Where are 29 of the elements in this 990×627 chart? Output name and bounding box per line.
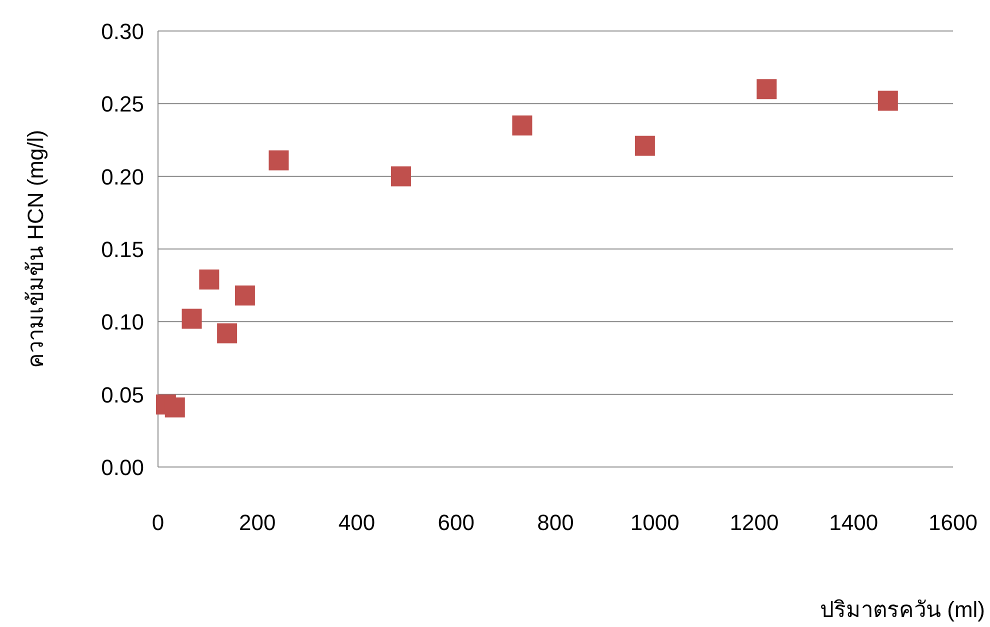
x-tick-label: 600 bbox=[438, 510, 474, 535]
point bbox=[234, 286, 255, 306]
x-axis-title: ปริมาตรควัน (ml) bbox=[820, 597, 985, 622]
y-tick-label: 0.20 bbox=[101, 164, 144, 190]
y-tick-label: 0.05 bbox=[101, 382, 144, 408]
x-tick-label: 800 bbox=[537, 510, 574, 535]
x-tick-label: 1400 bbox=[829, 510, 878, 535]
point bbox=[512, 115, 532, 136]
x-tick-label: 400 bbox=[338, 510, 376, 535]
y-tick-label: 0.15 bbox=[101, 237, 144, 262]
y-tick-label: 0.30 bbox=[101, 19, 144, 44]
y-axis-title: ความเข้มข้น HCN (mg/l) bbox=[23, 130, 48, 368]
x-tick-label: 1000 bbox=[630, 510, 680, 535]
point bbox=[268, 150, 289, 170]
point bbox=[878, 90, 898, 111]
x-tick-label: 1600 bbox=[928, 510, 978, 535]
point bbox=[182, 308, 202, 329]
point bbox=[390, 166, 411, 186]
point bbox=[756, 79, 777, 100]
x-tick-label: 200 bbox=[239, 510, 276, 535]
x-tick-label: 0 bbox=[152, 510, 164, 535]
y-tick-label: 0.00 bbox=[101, 455, 144, 480]
point bbox=[634, 136, 655, 156]
point bbox=[164, 397, 185, 418]
point bbox=[199, 270, 220, 290]
point bbox=[217, 323, 238, 344]
y-tick-label: 0.25 bbox=[101, 92, 144, 117]
x-tick-label: 1200 bbox=[730, 510, 779, 535]
y-tick-label: 0.10 bbox=[101, 310, 144, 335]
